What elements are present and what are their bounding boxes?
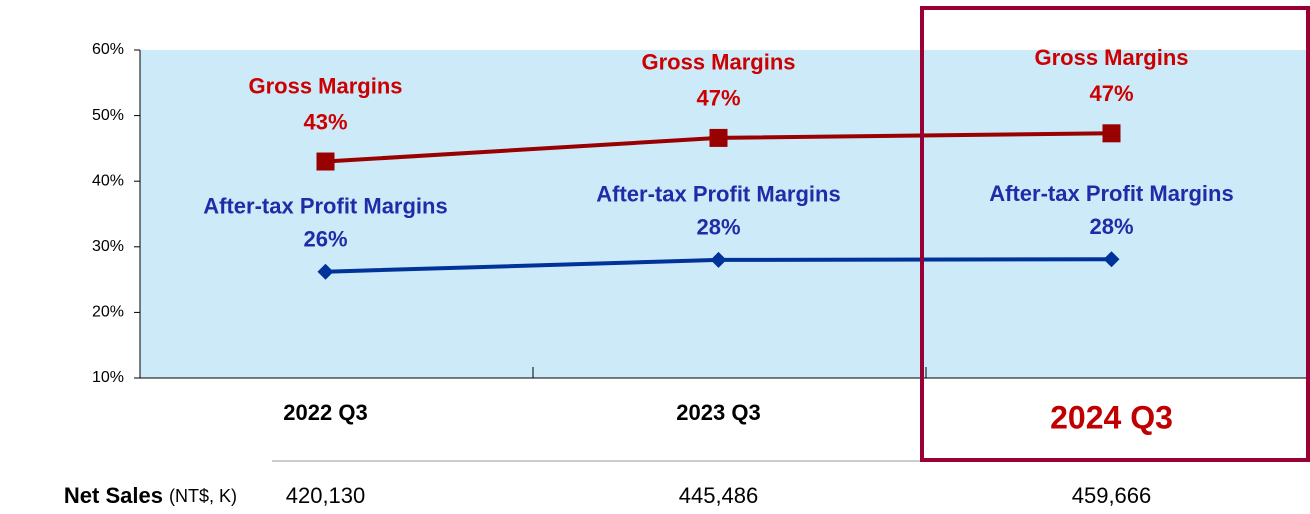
net-sales-title: Net Sales (NT$, K) [64, 483, 237, 508]
marker [316, 152, 335, 171]
marker [1103, 251, 1120, 268]
y-tick-label: 50% [92, 107, 124, 124]
net-sales-value: 459,666 [1072, 483, 1152, 508]
y-tick-label: 10% [92, 369, 124, 386]
series-name-label: Gross Margins [1034, 45, 1188, 70]
series-name-label: After-tax Profit Margins [989, 181, 1233, 206]
data-label: 47% [696, 86, 740, 111]
marker [710, 251, 727, 268]
highlight-box [920, 6, 1310, 462]
data-label: 47% [1089, 81, 1133, 106]
marker [1102, 124, 1121, 143]
series-name-label: Gross Margins [641, 50, 795, 75]
x-tick-label: 2022 Q3 [283, 400, 367, 425]
x-tick-label: 2023 Q3 [676, 400, 760, 425]
net-sales-value: 445,486 [679, 483, 759, 508]
marker [709, 128, 728, 147]
marker [317, 263, 334, 280]
x-tick-label: 2024 Q3 [1050, 399, 1173, 435]
y-tick-label: 40% [92, 172, 124, 189]
y-tick-label: 20% [92, 304, 124, 321]
data-label: 28% [696, 215, 740, 240]
data-label: 26% [303, 227, 347, 252]
data-label: 28% [1089, 214, 1133, 239]
y-tick-label: 30% [92, 238, 124, 255]
plot-area [140, 50, 1310, 378]
net-sales-label: Net Sales [64, 483, 163, 508]
net-sales-value: 420,130 [286, 483, 366, 508]
net-sales-unit: (NT$, K) [169, 486, 237, 506]
series-name-label: Gross Margins [248, 73, 402, 98]
y-tick-label: 60% [92, 41, 124, 58]
series-name-label: After-tax Profit Margins [596, 182, 840, 207]
data-label: 43% [303, 109, 347, 134]
series-name-label: After-tax Profit Margins [203, 194, 447, 219]
